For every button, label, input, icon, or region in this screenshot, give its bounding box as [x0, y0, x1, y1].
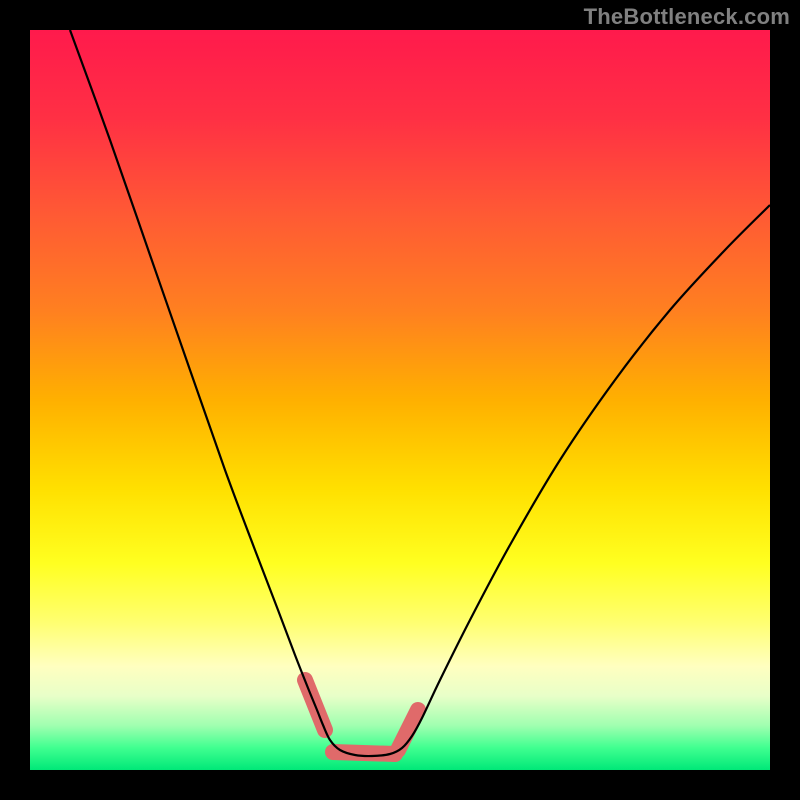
- attribution-label: TheBottleneck.com: [584, 4, 790, 30]
- chart-frame: TheBottleneck.com: [0, 0, 800, 800]
- gradient-background: [30, 30, 770, 770]
- bottleneck-chart: [0, 0, 800, 800]
